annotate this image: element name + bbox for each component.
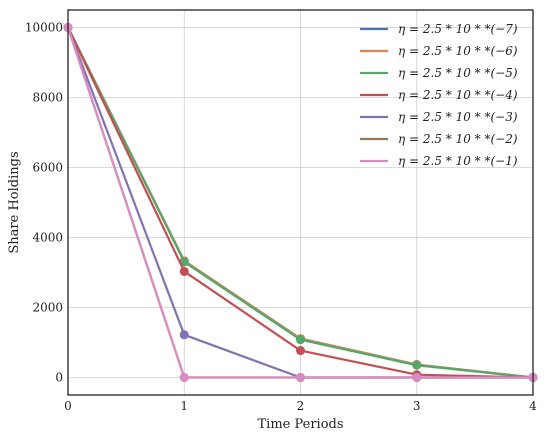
x-tick-label-3: 3: [413, 399, 421, 413]
legend-label-5: η = 2.5 * 10 * *(−2): [398, 132, 518, 146]
legend-item-2: η = 2.5 * 10 * *(−5): [360, 66, 518, 80]
x-tick-label-0: 0: [64, 399, 72, 413]
legend: η = 2.5 * 10 * *(−7) η = 2.5 * 10 * *(−6)…: [360, 22, 518, 168]
series-6-point-3: [412, 373, 422, 382]
x-tick-labels: 0 1 2 3 4: [64, 399, 537, 413]
plot-frame: [67, 9, 534, 396]
y-tick-label-4: 8000: [32, 91, 63, 105]
y-tick-labels: 0 2000 4000 6000 8000 10000: [25, 21, 63, 385]
y-tick-label-0: 0: [55, 371, 63, 385]
legend-label-6: η = 2.5 * 10 * *(−1): [398, 154, 518, 168]
legend-item-3: η = 2.5 * 10 * *(−4): [360, 88, 518, 102]
y-tick-label-2: 4000: [32, 231, 63, 245]
y-tick-label-1: 2000: [32, 301, 63, 315]
legend-item-1: η = 2.5 * 10 * *(−6): [360, 44, 518, 58]
legend-label-3: η = 2.5 * 10 * *(−4): [398, 88, 518, 102]
legend-item-5: η = 2.5 * 10 * *(−2): [360, 132, 518, 146]
x-axis-label: Time Periods: [257, 417, 343, 432]
legend-label-4: η = 2.5 * 10 * *(−3): [398, 110, 518, 124]
series-2-point-2: [296, 335, 305, 345]
legend-item-0: η = 2.5 * 10 * *(−7): [360, 22, 518, 36]
y-tick-label-3: 6000: [32, 161, 63, 175]
x-tick-label-2: 2: [297, 399, 305, 413]
y-tick-label-5: 10000: [25, 21, 63, 35]
series-3-point-1: [179, 266, 189, 276]
series-6-point-2: [296, 373, 305, 382]
series-6-point-1: [179, 373, 189, 382]
series-layer: [63, 23, 538, 382]
x-tick-label-4: 4: [529, 399, 537, 413]
legend-item-6: η = 2.5 * 10 * *(−1): [360, 154, 518, 168]
x-tick-label-1: 1: [180, 399, 188, 413]
legend-label-2: η = 2.5 * 10 * *(−5): [398, 66, 518, 80]
legend-label-0: η = 2.5 * 10 * *(−7): [398, 22, 518, 36]
series-2-point-3: [412, 360, 422, 370]
series-3-point-2: [296, 346, 305, 356]
legend-item-4: η = 2.5 * 10 * *(−3): [360, 110, 518, 124]
legend-label-1: η = 2.5 * 10 * *(−6): [398, 44, 518, 58]
y-axis-label: Share Holdings: [7, 151, 22, 253]
series-4-point-1: [179, 330, 189, 340]
